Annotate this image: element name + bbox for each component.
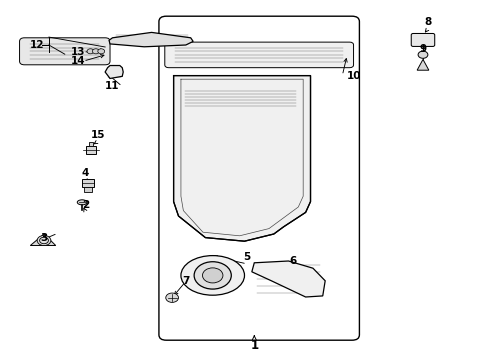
Polygon shape bbox=[88, 142, 93, 146]
Circle shape bbox=[194, 262, 231, 289]
FancyBboxPatch shape bbox=[173, 85, 305, 112]
Text: 13: 13 bbox=[71, 47, 85, 57]
Text: 10: 10 bbox=[346, 71, 361, 81]
Polygon shape bbox=[82, 179, 94, 187]
Text: 14: 14 bbox=[71, 56, 85, 66]
Circle shape bbox=[37, 235, 51, 246]
Circle shape bbox=[98, 49, 104, 54]
Text: 3: 3 bbox=[41, 233, 47, 243]
Text: 1: 1 bbox=[250, 339, 258, 352]
Text: 12: 12 bbox=[29, 40, 44, 50]
Text: 11: 11 bbox=[105, 81, 120, 91]
FancyBboxPatch shape bbox=[410, 33, 434, 46]
FancyBboxPatch shape bbox=[164, 42, 353, 68]
Circle shape bbox=[165, 293, 178, 302]
Text: 8: 8 bbox=[424, 17, 430, 27]
FancyBboxPatch shape bbox=[176, 116, 232, 142]
Text: 4: 4 bbox=[81, 168, 89, 178]
Circle shape bbox=[417, 51, 427, 58]
Polygon shape bbox=[85, 146, 96, 154]
Circle shape bbox=[202, 268, 223, 283]
Circle shape bbox=[92, 49, 99, 54]
Ellipse shape bbox=[181, 256, 244, 295]
Polygon shape bbox=[105, 66, 123, 78]
FancyBboxPatch shape bbox=[183, 145, 244, 179]
Text: 5: 5 bbox=[243, 252, 250, 262]
Ellipse shape bbox=[77, 200, 87, 205]
Circle shape bbox=[87, 49, 94, 54]
Text: 6: 6 bbox=[289, 256, 296, 266]
Circle shape bbox=[40, 237, 48, 244]
FancyBboxPatch shape bbox=[178, 141, 249, 183]
Text: 15: 15 bbox=[90, 130, 105, 140]
FancyBboxPatch shape bbox=[20, 38, 110, 65]
Polygon shape bbox=[173, 76, 310, 241]
Polygon shape bbox=[109, 32, 193, 47]
Text: 9: 9 bbox=[419, 44, 426, 54]
Polygon shape bbox=[30, 234, 56, 246]
Polygon shape bbox=[84, 187, 92, 192]
Text: 7: 7 bbox=[182, 276, 189, 286]
Polygon shape bbox=[416, 59, 428, 70]
FancyBboxPatch shape bbox=[159, 16, 359, 340]
Polygon shape bbox=[251, 261, 325, 297]
Text: 2: 2 bbox=[82, 200, 89, 210]
